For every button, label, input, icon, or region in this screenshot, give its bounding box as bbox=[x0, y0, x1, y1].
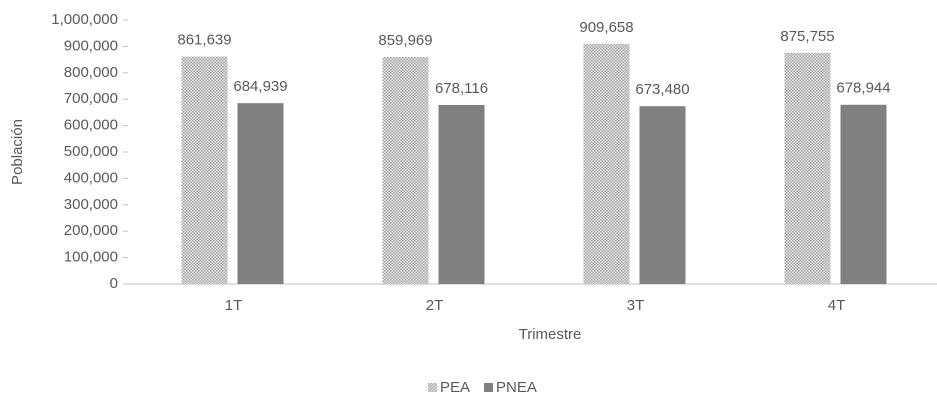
value-label: 859,969 bbox=[378, 32, 432, 49]
y-tick-label: 200,000 bbox=[64, 222, 118, 239]
value-label: 678,944 bbox=[836, 80, 890, 97]
value-label: 684,939 bbox=[233, 78, 287, 95]
legend-swatch bbox=[428, 383, 437, 392]
y-tick-label: 700,000 bbox=[64, 90, 118, 107]
y-tick-label: 900,000 bbox=[64, 37, 118, 54]
x-tick-label: 1T bbox=[225, 297, 243, 314]
value-label: 861,639 bbox=[177, 31, 231, 48]
y-tick-label: 100,000 bbox=[64, 249, 118, 266]
value-label: 875,755 bbox=[780, 28, 834, 45]
legend-swatch bbox=[484, 383, 494, 392]
bar bbox=[181, 56, 228, 284]
bar bbox=[784, 52, 831, 285]
bar bbox=[438, 104, 485, 284]
y-tick-label: 400,000 bbox=[64, 169, 118, 186]
y-tick-label: 300,000 bbox=[64, 196, 118, 213]
x-axis-title: Trimestre bbox=[519, 326, 582, 343]
y-tick-label: 0 bbox=[110, 275, 118, 292]
legend-label: PEA bbox=[440, 379, 470, 396]
bar bbox=[583, 43, 630, 285]
value-label: 678,116 bbox=[435, 80, 488, 97]
bar bbox=[237, 103, 284, 284]
y-tick-label: 1,000,000 bbox=[51, 11, 118, 28]
legend-label: PNEA bbox=[496, 379, 537, 396]
x-tick-label: 3T bbox=[627, 297, 645, 314]
y-tick-label: 800,000 bbox=[64, 64, 118, 81]
y-axis-title: Población bbox=[9, 119, 26, 185]
y-tick-label: 600,000 bbox=[64, 117, 118, 134]
y-tick-label: 500,000 bbox=[64, 143, 118, 160]
bar bbox=[639, 106, 686, 284]
x-tick-label: 2T bbox=[426, 297, 444, 314]
bar bbox=[840, 104, 887, 284]
value-label: 909,658 bbox=[579, 19, 633, 36]
x-tick-label: 4T bbox=[828, 297, 846, 314]
value-label: 673,480 bbox=[635, 81, 689, 98]
bar bbox=[382, 56, 429, 284]
